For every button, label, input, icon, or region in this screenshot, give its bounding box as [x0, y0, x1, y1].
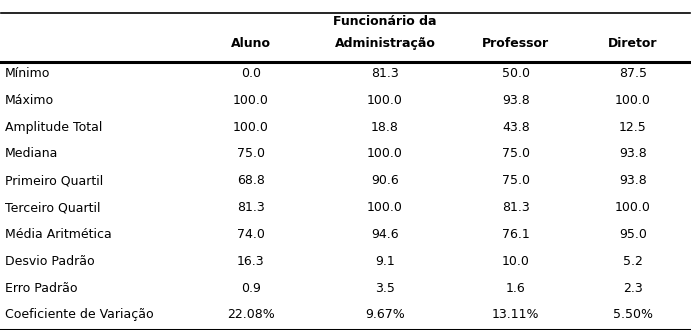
Text: Erro Padrão: Erro Padrão	[5, 281, 77, 295]
Text: 100.0: 100.0	[367, 201, 403, 214]
Text: 95.0: 95.0	[619, 228, 647, 241]
Text: 3.5: 3.5	[375, 281, 395, 295]
Text: 50.0: 50.0	[502, 67, 530, 80]
Text: Funcionário da: Funcionário da	[333, 15, 437, 27]
Text: Mínimo: Mínimo	[5, 67, 50, 80]
Text: 75.0: 75.0	[502, 174, 530, 187]
Text: Professor: Professor	[482, 37, 549, 50]
Text: 9.1: 9.1	[375, 255, 395, 268]
Text: 81.3: 81.3	[502, 201, 530, 214]
Text: 5.2: 5.2	[623, 255, 643, 268]
Text: 76.1: 76.1	[502, 228, 530, 241]
Text: Primeiro Quartil: Primeiro Quartil	[5, 174, 103, 187]
Text: 2.3: 2.3	[623, 281, 643, 295]
Text: 12.5: 12.5	[619, 120, 647, 134]
Text: 94.6: 94.6	[371, 228, 399, 241]
Text: Aluno: Aluno	[231, 37, 271, 50]
Text: 93.8: 93.8	[619, 174, 647, 187]
Text: Terceiro Quartil: Terceiro Quartil	[5, 201, 100, 214]
Text: Amplitude Total: Amplitude Total	[5, 120, 102, 134]
Text: 87.5: 87.5	[619, 67, 647, 80]
Text: 10.0: 10.0	[502, 255, 530, 268]
Text: Administração: Administração	[334, 37, 435, 50]
Text: 16.3: 16.3	[237, 255, 265, 268]
Text: 43.8: 43.8	[502, 120, 530, 134]
Text: 90.6: 90.6	[371, 174, 399, 187]
Text: Média Aritmética: Média Aritmética	[5, 228, 111, 241]
Text: Mediana: Mediana	[5, 148, 58, 160]
Text: 81.3: 81.3	[237, 201, 265, 214]
Text: 81.3: 81.3	[371, 67, 399, 80]
Text: Diretor: Diretor	[608, 37, 658, 50]
Text: 9.67%: 9.67%	[366, 308, 405, 321]
Text: 74.0: 74.0	[237, 228, 265, 241]
Text: 100.0: 100.0	[367, 94, 403, 107]
Text: 5.50%: 5.50%	[613, 308, 653, 321]
Text: Coeficiente de Variação: Coeficiente de Variação	[5, 308, 153, 321]
Text: 0.0: 0.0	[241, 67, 261, 80]
Text: 93.8: 93.8	[502, 94, 530, 107]
Text: Máximo: Máximo	[5, 94, 54, 107]
Text: 68.8: 68.8	[237, 174, 265, 187]
Text: 1.6: 1.6	[506, 281, 526, 295]
Text: 75.0: 75.0	[502, 148, 530, 160]
Text: 13.11%: 13.11%	[492, 308, 540, 321]
Text: Desvio Padrão: Desvio Padrão	[5, 255, 95, 268]
Text: 93.8: 93.8	[619, 148, 647, 160]
Text: 75.0: 75.0	[237, 148, 265, 160]
Text: 100.0: 100.0	[615, 201, 651, 214]
Text: 100.0: 100.0	[233, 94, 269, 107]
Text: 22.08%: 22.08%	[227, 308, 275, 321]
Text: 100.0: 100.0	[233, 120, 269, 134]
Text: 100.0: 100.0	[367, 148, 403, 160]
Text: 0.9: 0.9	[241, 281, 261, 295]
Text: 18.8: 18.8	[371, 120, 399, 134]
Text: 100.0: 100.0	[615, 94, 651, 107]
